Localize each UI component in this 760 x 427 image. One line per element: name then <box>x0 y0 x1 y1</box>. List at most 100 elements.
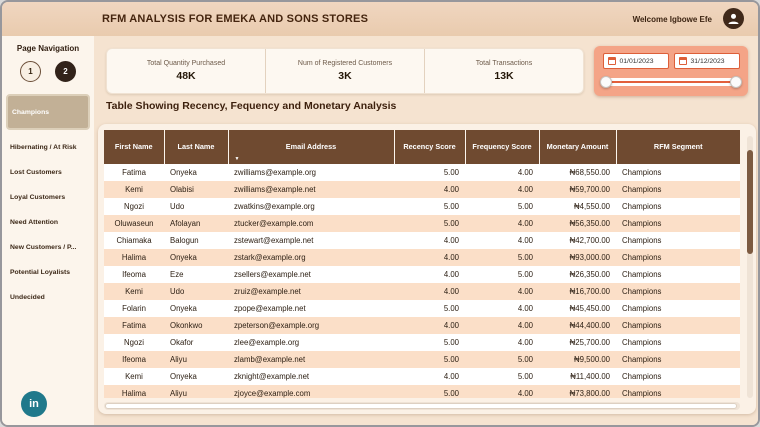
table-row[interactable]: Ifeoma Aliyu zlamb@example.net 5.00 5.00 ₦9,5… <box>104 351 740 368</box>
slider-handle-end[interactable] <box>730 76 742 88</box>
calendar-icon <box>607 57 616 65</box>
cell-rfm-segment: Champions <box>622 389 662 398</box>
cell-email-address: zlamb@example.net <box>234 355 306 364</box>
start-date-field[interactable]: 01/01/2023 <box>602 53 669 69</box>
column-header-label: Recency Score <box>403 141 456 151</box>
sidebar-item-champions[interactable]: Champions <box>6 94 90 130</box>
table-row[interactable]: Kemi Olabisi zwilliams@example.net 4.00 4.00… <box>104 181 740 198</box>
cell-monetary-amount: ₦42,700.00 <box>569 236 610 245</box>
cell-last-name: Udo <box>170 202 185 211</box>
cell-first-name: Ngozi <box>124 338 144 347</box>
cell-rfm-segment: Champions <box>622 304 662 313</box>
table-row[interactable]: Chiamaka Balogun zstewart@example.net 4.00 4… <box>104 232 740 249</box>
cell-email-address: zwilliams@example.net <box>234 185 316 194</box>
person-icon <box>727 12 740 25</box>
cell-monetary-amount: ₦25,700.00 <box>569 338 610 347</box>
cell-email-address: zruiz@example.net <box>234 287 301 296</box>
table-row[interactable]: Folarin Onyeka zpope@example.net 5.00 4.00 ₦4… <box>104 300 740 317</box>
cell-rfm-segment: Champions <box>622 338 662 347</box>
sidebar-title: Page Navigation <box>16 44 80 53</box>
cell-last-name: Balogun <box>170 236 199 245</box>
kpi-label: Total Quantity Purchased <box>146 60 226 67</box>
table-row[interactable]: Kemi Onyeka zknight@example.net 4.00 5.00 ₦11… <box>104 368 740 385</box>
table-row[interactable]: Fatima Onyeka zwilliams@example.org 5.00 4.0… <box>104 164 740 181</box>
page-button-1[interactable]: 1 <box>20 61 41 82</box>
cell-first-name: Ngozi <box>124 202 144 211</box>
cell-rfm-segment: Champions <box>622 219 662 228</box>
cell-monetary-amount: ₦56,350.00 <box>569 219 610 228</box>
table-row[interactable]: Oluwaseun Afolayan ztucker@example.com 5.00… <box>104 215 740 232</box>
column-header-rfm-segment[interactable]: RFM Segment <box>616 130 740 164</box>
cell-last-name: Onyeka <box>170 304 197 313</box>
date-range-slider[interactable] <box>600 76 742 88</box>
cell-first-name: Ifeoma <box>122 270 146 279</box>
cell-frequency-score: 4.00 <box>517 338 533 347</box>
cell-recency-score: 5.00 <box>443 338 459 347</box>
vertical-scrollbar-thumb[interactable] <box>747 150 753 254</box>
cell-email-address: zsellers@example.net <box>234 270 311 279</box>
column-header-label: Monetary Amount <box>546 141 609 151</box>
date-fields: 01/01/2023 31/12/2023 <box>602 53 740 69</box>
sidebar-item-need-attention[interactable]: Need Attention <box>10 219 59 226</box>
cell-frequency-score: 4.00 <box>517 219 533 228</box>
horizontal-scrollbar[interactable] <box>104 402 740 410</box>
rfm-table: First Name Last Name Email Address ▼ Recency… <box>104 130 740 398</box>
sidebar-item-hibernating-at-risk[interactable]: Hibernating / At Risk <box>10 144 77 151</box>
cell-frequency-score: 4.00 <box>517 321 533 330</box>
linkedin-icon[interactable]: in <box>21 391 47 417</box>
table-row[interactable]: Halima Onyeka zstark@example.org 4.00 5.00 ₦9… <box>104 249 740 266</box>
page-title: RFM ANALYSIS FOR EMEKA AND SONS STORES <box>102 13 369 25</box>
column-header-last-name[interactable]: Last Name <box>164 130 229 164</box>
column-header-frequency-score[interactable]: Frequency Score <box>465 130 540 164</box>
cell-recency-score: 5.00 <box>443 355 459 364</box>
cell-frequency-score: 4.00 <box>517 236 533 245</box>
cell-recency-score: 4.00 <box>443 236 459 245</box>
table-row[interactable]: Ngozi Okafor zlee@example.org 5.00 4.00 ₦25,7… <box>104 334 740 351</box>
cell-rfm-segment: Champions <box>622 355 662 364</box>
cell-recency-score: 5.00 <box>443 304 459 313</box>
vertical-scrollbar[interactable] <box>747 136 753 398</box>
table-row[interactable]: Ifeoma Eze zsellers@example.net 4.00 5.00 ₦26… <box>104 266 740 283</box>
slider-range-line <box>610 81 732 83</box>
horizontal-scrollbar-thumb[interactable] <box>105 403 737 409</box>
cell-last-name: Aliyu <box>170 355 187 364</box>
kpi-strip: Total Quantity Purchased 48K Num of Regist… <box>106 48 584 94</box>
column-header-recency-score[interactable]: Recency Score <box>394 130 466 164</box>
cell-rfm-segment: Champions <box>622 168 662 177</box>
sidebar-item-undecided[interactable]: Undecided <box>10 294 45 301</box>
start-date-value: 01/01/2023 <box>619 57 654 65</box>
cell-first-name: Fatima <box>122 321 146 330</box>
sidebar-item-loyal-customers[interactable]: Loyal Customers <box>10 194 66 201</box>
cell-frequency-score: 5.00 <box>517 355 533 364</box>
kpi-label: Total Transactions <box>475 60 533 67</box>
table-row[interactable]: Kemi Udo zruiz@example.net 4.00 4.00 ₦16,700.… <box>104 283 740 300</box>
cell-email-address: zpope@example.net <box>234 304 306 313</box>
column-header-first-name[interactable]: First Name <box>104 130 165 164</box>
cell-rfm-segment: Champions <box>622 236 662 245</box>
user-avatar[interactable] <box>723 8 744 29</box>
kpi-value: 48K <box>176 70 196 82</box>
kpi-label: Num of Registered Customers <box>297 60 393 67</box>
slider-handle-start[interactable] <box>600 76 612 88</box>
sidebar-item-potential-loyalists[interactable]: Potential Loyalists <box>10 269 71 276</box>
sidebar-item-lost-customers[interactable]: Lost Customers <box>10 169 62 176</box>
cell-monetary-amount: ₦93,000.00 <box>569 253 610 262</box>
end-date-field[interactable]: 31/12/2023 <box>673 53 740 69</box>
column-header-email-address[interactable]: Email Address ▼ <box>228 130 395 164</box>
cell-frequency-score: 5.00 <box>517 202 533 211</box>
end-date-value: 31/12/2023 <box>690 57 725 65</box>
sidebar-item-new-customers-p[interactable]: New Customers / P... <box>10 244 77 251</box>
column-header-label: Last Name <box>177 141 215 151</box>
cell-recency-score: 5.00 <box>443 389 459 398</box>
table-row[interactable]: Halima Aliyu zjoyce@example.com 5.00 4.00 ₦73… <box>104 385 740 398</box>
cell-frequency-score: 4.00 <box>517 287 533 296</box>
page-button-2[interactable]: 2 <box>55 61 76 82</box>
cell-last-name: Aliyu <box>170 389 187 398</box>
table-row[interactable]: Fatima Okonkwo zpeterson@example.org 4.00 4.… <box>104 317 740 334</box>
cell-recency-score: 4.00 <box>443 270 459 279</box>
cell-last-name: Udo <box>170 287 185 296</box>
cell-email-address: zpeterson@example.org <box>234 321 320 330</box>
table-row[interactable]: Ngozi Udo zwatkins@example.org 5.00 5.00 ₦4,5… <box>104 198 740 215</box>
column-header-monetary-amount[interactable]: Monetary Amount <box>539 130 617 164</box>
cell-monetary-amount: ₦68,550.00 <box>569 168 610 177</box>
